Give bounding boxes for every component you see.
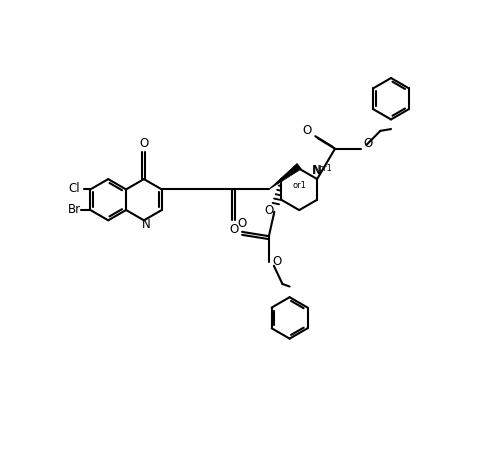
Text: O: O xyxy=(229,223,238,236)
Text: N: N xyxy=(313,163,322,176)
Polygon shape xyxy=(269,163,301,189)
Text: O: O xyxy=(139,137,149,150)
Text: O: O xyxy=(302,124,311,137)
Text: N: N xyxy=(142,218,151,231)
Text: Br: Br xyxy=(68,202,81,216)
Text: O: O xyxy=(265,204,274,217)
Text: Cl: Cl xyxy=(69,182,80,195)
Text: or1: or1 xyxy=(318,164,332,173)
Text: O: O xyxy=(273,255,282,269)
Text: O: O xyxy=(363,137,372,150)
Text: or1: or1 xyxy=(292,180,306,189)
Text: N: N xyxy=(312,164,321,177)
Text: O: O xyxy=(237,217,246,230)
